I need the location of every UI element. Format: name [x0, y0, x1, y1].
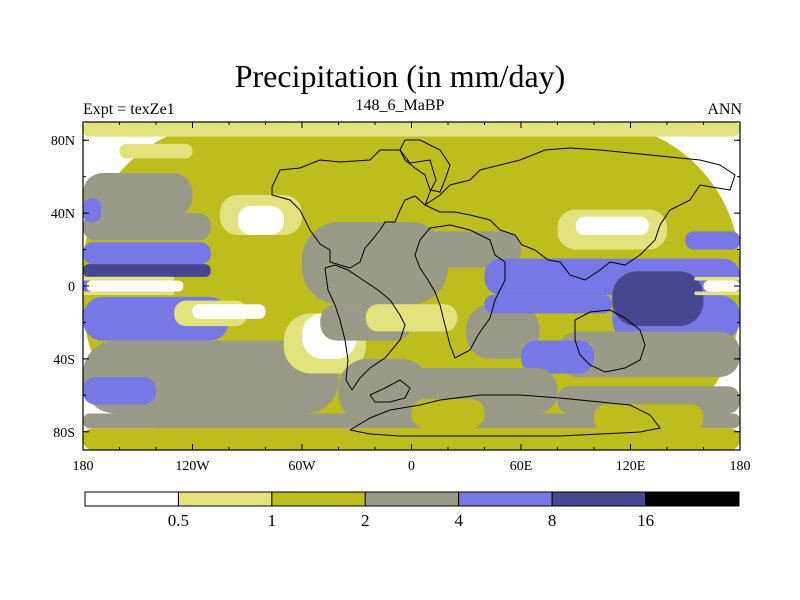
- x-tick-label: 0: [408, 459, 415, 474]
- colorbar-label: 4: [454, 511, 463, 530]
- precip-region-9: [86, 280, 184, 292]
- colorbar-label: 8: [548, 511, 557, 530]
- precip-region-34: [694, 291, 740, 296]
- x-tick-label: 120W: [175, 459, 210, 474]
- coastline-africa: [414, 224, 506, 359]
- period-label: 148_6_MaBP: [355, 97, 445, 114]
- precip-region-31: [612, 271, 704, 327]
- precip-region-3: [83, 173, 193, 217]
- y-tick-label: 0: [68, 280, 75, 295]
- precip-region-43: [83, 428, 740, 450]
- coastlines: [271, 139, 736, 437]
- colorbar-label: 0.5: [168, 511, 189, 530]
- precip-region-1: [83, 122, 740, 137]
- coastline-eurasia: [424, 147, 736, 281]
- coastline-north-america: [271, 149, 437, 269]
- colorbar-label: 1: [268, 511, 277, 530]
- coastline-australia: [574, 309, 646, 373]
- precip-region-2: [119, 143, 193, 159]
- precip-region-36: [575, 216, 649, 235]
- precip-region-42: [83, 413, 740, 429]
- axes: 180 120W 60W 0 60E 120E 180 80N 40N 0 40S 80S: [51, 122, 751, 474]
- colorbar: 0.5 1 2 4 8 16: [84, 491, 740, 530]
- precip-region-10: [83, 276, 175, 281]
- precip-region-37: [685, 231, 740, 250]
- precip-region-38: [557, 331, 740, 378]
- precip-region-26: [393, 231, 521, 268]
- x-tick-label: 60E: [510, 459, 533, 474]
- coastline-antarctica: [349, 394, 661, 437]
- precip-region-7: [83, 264, 211, 277]
- colorbar-swatch: [551, 491, 647, 507]
- colorbar-swatch: [645, 491, 740, 507]
- contour-fills: [83, 122, 740, 450]
- precip-region-45: [594, 404, 704, 432]
- chart-title: Precipitation (in mm/day): [234, 58, 566, 94]
- colorbar-swatch: [84, 491, 179, 507]
- precip-region-11: [83, 291, 175, 296]
- precip-region-29: [484, 295, 613, 314]
- precip-region-4: [83, 213, 211, 241]
- y-tick-label: 80N: [51, 134, 75, 149]
- x-tick-label: 60W: [288, 459, 316, 474]
- colorbar-label: 16: [637, 511, 654, 530]
- x-tick-label: 120E: [616, 459, 646, 474]
- precip-region-24: [365, 304, 458, 332]
- colorbar-swatch: [271, 491, 366, 507]
- precip-region-32: [703, 280, 740, 292]
- precip-region-15: [83, 377, 156, 405]
- precip-region-39: [521, 340, 594, 374]
- x-tick-label: 180: [73, 459, 94, 474]
- precip-region-21: [238, 205, 284, 235]
- colorbar-label: 2: [361, 511, 370, 530]
- y-tick-label: 40N: [51, 207, 75, 222]
- precip-region-33: [694, 276, 740, 281]
- y-tick-label: 40S: [53, 353, 75, 368]
- coastline-antarctic-islands: [369, 379, 411, 403]
- colorbar-swatch: [177, 491, 273, 507]
- colorbar-swatch: [364, 491, 460, 507]
- precip-region-5: [83, 198, 102, 223]
- coastline-greenland: [399, 139, 451, 193]
- y-tick-label: 80S: [53, 426, 75, 441]
- colorbar-swatch: [458, 491, 553, 507]
- experiment-label: Expt = texZe1: [83, 101, 175, 118]
- precip-region-6: [83, 242, 211, 265]
- precip-region-17: [192, 304, 266, 319]
- coastline-south-america: [324, 264, 406, 391]
- x-tick-label: 180: [730, 459, 751, 474]
- precip-region-27: [466, 304, 540, 359]
- precip-region-44: [411, 398, 485, 429]
- season-label: ANN: [707, 101, 742, 118]
